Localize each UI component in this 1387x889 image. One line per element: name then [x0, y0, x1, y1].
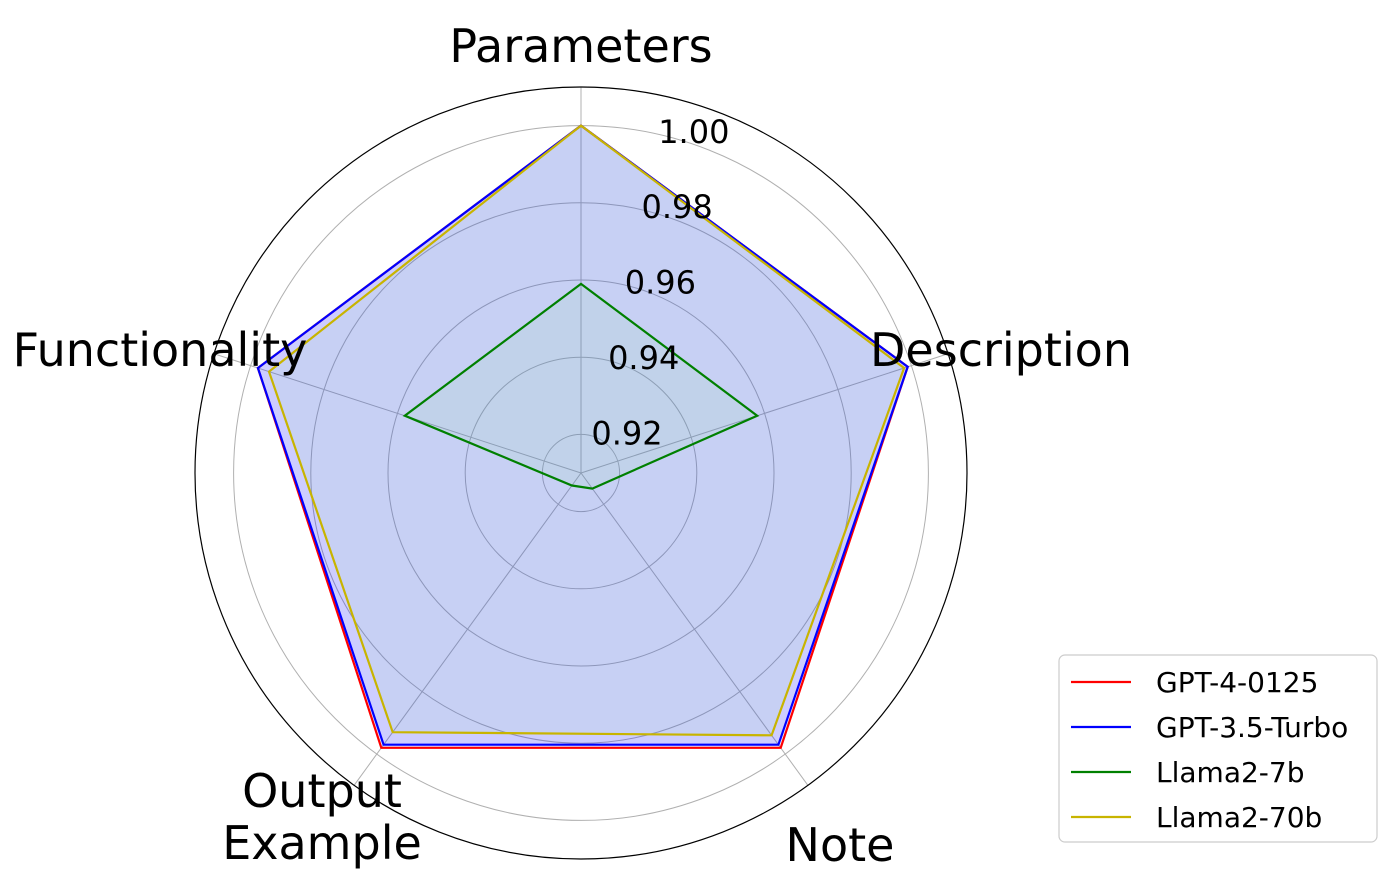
series-line-2: [402, 282, 760, 490]
series-fill-0: [257, 125, 908, 748]
legend-label-2: Llama2-7b: [1156, 756, 1304, 789]
axis-label-3: Output Example: [222, 764, 422, 870]
radial-tick-label-4: 1.00: [658, 113, 729, 151]
series-fill-1: [257, 125, 908, 745]
legend-label-3: Llama2-70b: [1156, 801, 1322, 834]
grid-spoke-4: [213, 353, 582, 474]
series-line-1: [256, 124, 910, 746]
series-fill-2: [404, 283, 758, 489]
axis-labels: Parameters Description Note Output Example Fu…: [13, 19, 1132, 872]
radial-tick-labels: 0.92 0.94 0.96 0.98 1.00: [591, 113, 729, 452]
axis-label-4: Functionality: [13, 323, 308, 377]
radial-tick-label-2: 0.96: [625, 264, 696, 302]
grid-spoke-1: [580, 353, 949, 474]
radial-tick-label-1: 0.94: [608, 339, 679, 377]
legend-box: [1058, 654, 1378, 843]
axis-label-0: Parameters: [449, 19, 712, 73]
axis-label-1: Description: [870, 323, 1132, 377]
radial-tick-label-0: 0.92: [591, 414, 662, 452]
legend-label-0: GPT-4-0125: [1156, 666, 1318, 699]
grid-spoke-2: [580, 472, 809, 786]
series-line-3: [267, 124, 906, 737]
outer-frame: [194, 86, 968, 860]
series-lines: [256, 124, 910, 749]
series-fills: [257, 125, 908, 748]
legend: GPT-4-0125 GPT-3.5-Turbo Llama2-7b Llama2-7…: [1058, 654, 1378, 843]
legend-label-1: GPT-3.5-Turbo: [1156, 711, 1348, 744]
axis-label-2: Note: [786, 818, 895, 872]
series-fill-3: [269, 125, 905, 736]
radial-tick-label-3: 0.98: [641, 188, 712, 226]
